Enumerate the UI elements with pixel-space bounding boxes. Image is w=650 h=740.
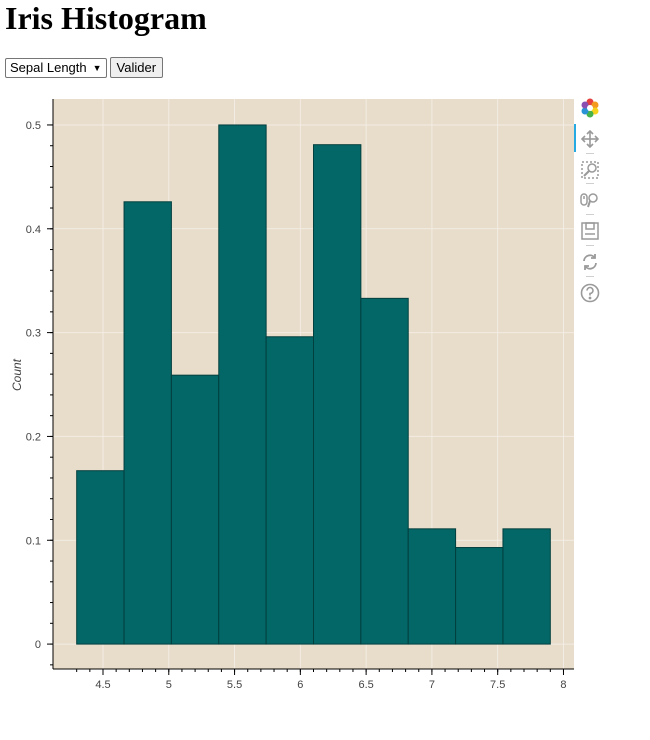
active-tool-indicator [574, 124, 576, 152]
validate-button[interactable]: Valider [109, 57, 164, 78]
reset-icon[interactable] [578, 250, 602, 274]
histogram-bar [218, 124, 267, 645]
histogram-bar [170, 374, 220, 645]
histogram-bar [76, 470, 125, 645]
box-zoom-icon[interactable] [578, 158, 602, 182]
x-tick-label: 6 [297, 679, 303, 691]
x-tick-label: 7 [429, 679, 435, 691]
y-tick-label: 0.1 [26, 535, 41, 547]
histogram-bar [502, 528, 551, 645]
histogram-bar [313, 144, 362, 645]
feature-select[interactable]: Sepal Length ▼ [5, 57, 107, 78]
bokeh-logo-icon[interactable] [578, 96, 602, 120]
histogram-bar [360, 297, 409, 645]
y-tick-label: 0 [35, 639, 41, 651]
x-tick-label: 5 [166, 679, 172, 691]
histogram-bar [407, 528, 457, 645]
y-tick-label: 0.3 [26, 328, 41, 340]
y-tick-label: 0.2 [26, 431, 41, 443]
toolbar-divider [586, 183, 594, 184]
dropdown-arrow-icon: ▼ [92, 62, 102, 73]
toolbar-divider [586, 245, 594, 246]
y-tick-label: 0.5 [26, 120, 41, 132]
page-title: Iris Histogram [5, 0, 207, 36]
controls-bar: Sepal Length ▼ Valider [5, 57, 164, 78]
x-tick-label: 8 [560, 679, 566, 691]
histogram-bar [265, 336, 314, 645]
histogram-chart: 4.5 5 5.5 6 6.5 7 7.5 8 0 0.1 0.2 0.3 0.4 0.5 Count [10, 99, 574, 691]
y-tick-label: 0.4 [26, 224, 41, 236]
toolbar-divider [586, 153, 594, 154]
wheel-zoom-icon[interactable] [578, 188, 602, 212]
toolbar-divider [586, 214, 594, 215]
histogram-bar [455, 547, 504, 645]
save-icon[interactable] [578, 219, 602, 243]
histogram-bar [123, 201, 172, 645]
pan-icon[interactable] [578, 127, 602, 151]
feature-select-value: Sepal Length [10, 60, 87, 75]
toolbar-divider [586, 276, 594, 277]
x-tick-label: 5.5 [227, 679, 242, 691]
x-tick-label: 7.5 [490, 679, 505, 691]
x-tick-label: 4.5 [95, 679, 110, 691]
x-tick-label: 6.5 [358, 679, 373, 691]
help-icon[interactable] [578, 281, 602, 305]
y-axis-label: Count [10, 358, 24, 391]
